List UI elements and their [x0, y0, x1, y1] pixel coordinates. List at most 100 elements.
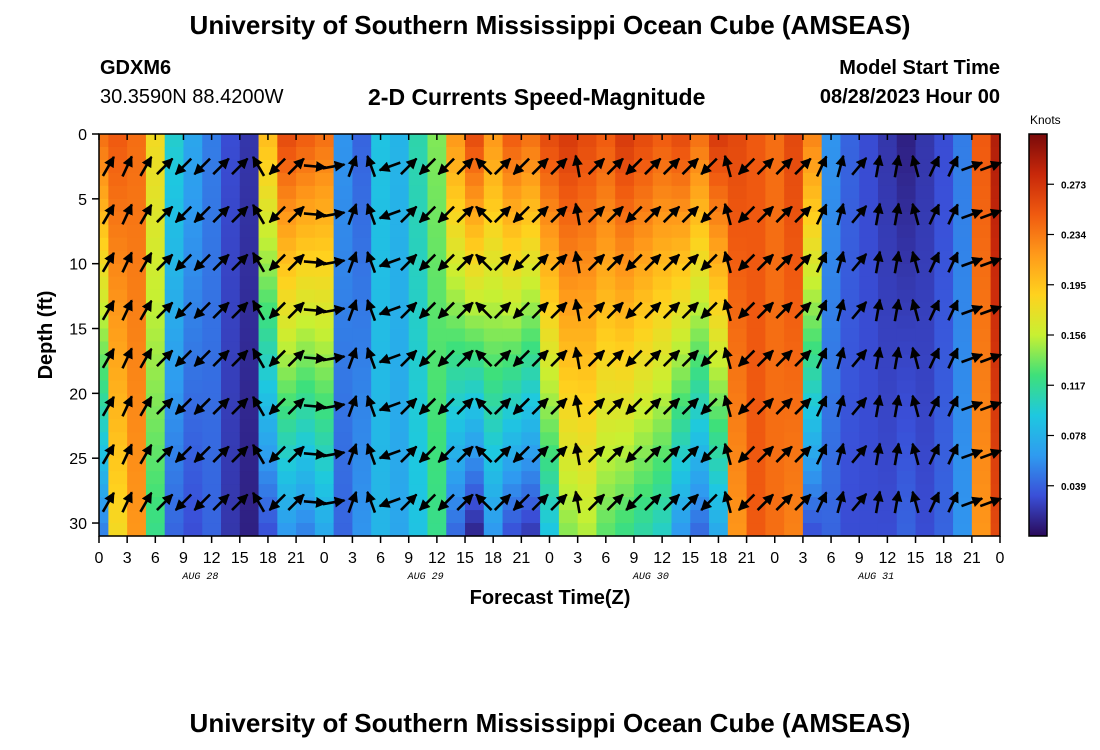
- heatmap-cell: [633, 393, 654, 407]
- heatmap-cell: [239, 510, 260, 524]
- heatmap-cell: [389, 185, 410, 200]
- heatmap-cell: [108, 510, 128, 524]
- heatmap-cell: [99, 445, 109, 459]
- heatmap-cell: [389, 510, 410, 524]
- current-arrow: [174, 493, 193, 511]
- current-arrow: [193, 349, 211, 368]
- heatmap-cell: [183, 211, 203, 226]
- current-arrow: [322, 448, 346, 460]
- heatmap-cell: [821, 471, 842, 485]
- heatmap-cell: [258, 198, 278, 213]
- current-arrow: [587, 157, 606, 176]
- heatmap-cell: [896, 185, 917, 200]
- heatmap-cell: [521, 289, 541, 304]
- current-arrow: [947, 491, 959, 513]
- heatmap-cell: [727, 380, 748, 394]
- current-arrow: [347, 155, 358, 178]
- heatmap-cell: [727, 432, 748, 446]
- heatmap-cell: [953, 510, 973, 524]
- heatmap-cell: [971, 367, 992, 381]
- heatmap-cell: [784, 276, 804, 291]
- heatmap-cell: [615, 380, 635, 394]
- heatmap-cell: [183, 134, 203, 148]
- heatmap-cell: [314, 432, 335, 446]
- x-tick-label: 21: [512, 550, 530, 567]
- current-arrow: [835, 394, 847, 418]
- current-arrow: [365, 251, 377, 274]
- current-arrow: [287, 445, 305, 464]
- current-arrow: [775, 253, 793, 272]
- heatmap-cell: [164, 341, 185, 356]
- current-arrow: [139, 395, 153, 417]
- heatmap-cell: [727, 393, 748, 407]
- heatmap-cell: [389, 198, 410, 213]
- heatmap-cell: [427, 146, 447, 161]
- current-arrow: [365, 155, 377, 178]
- heatmap-cell: [596, 172, 616, 187]
- heatmap-cell: [446, 250, 466, 265]
- heatmap-cell: [277, 315, 297, 330]
- heatmap-cell: [202, 484, 222, 498]
- heatmap-cell: [840, 419, 860, 433]
- heatmap-cell: [802, 224, 823, 239]
- heatmap-cell: [765, 458, 785, 472]
- current-arrow: [644, 253, 662, 272]
- heatmap-cell: [633, 471, 654, 485]
- heatmap-cell: [765, 471, 785, 485]
- current-arrow: [794, 301, 812, 320]
- axes: 0 3 6 9 12 15 18 21 0 3 6 9 12 15 18 21 0 3 6 9 12 15 18 21 0 3 6 9…: [69, 127, 1004, 583]
- current-arrow: [625, 157, 643, 176]
- heatmap-cell: [877, 458, 898, 472]
- heatmap-cell: [221, 185, 241, 200]
- current-arrow: [251, 395, 266, 417]
- current-arrow: [961, 352, 984, 364]
- heatmap-cell: [352, 510, 372, 524]
- heatmap-cell: [840, 276, 860, 291]
- current-arrow: [928, 203, 941, 225]
- current-arrow: [662, 349, 681, 368]
- heatmap-cell: [408, 367, 429, 381]
- heatmap-cell: [709, 134, 729, 148]
- heatmap-cell: [915, 471, 935, 485]
- current-arrow: [947, 251, 959, 273]
- heatmap-cell: [333, 367, 354, 381]
- heatmap-cell: [427, 276, 447, 291]
- current-arrow: [101, 251, 116, 273]
- heatmap-cell: [389, 367, 410, 381]
- heatmap-cell: [352, 315, 372, 330]
- current-arrow: [378, 305, 401, 316]
- heatmap-cell: [859, 484, 879, 498]
- heatmap-cell: [633, 237, 654, 252]
- current-arrow: [606, 205, 624, 224]
- heatmap-cell: [934, 224, 954, 239]
- x-tick-label: 18: [710, 550, 728, 567]
- heatmap-cell: [164, 250, 185, 265]
- heatmap-cell: [371, 289, 391, 304]
- heatmap-cell: [746, 523, 766, 537]
- x-tick-label: 6: [151, 550, 160, 567]
- heatmap-cell: [239, 224, 260, 239]
- current-arrow: [662, 397, 681, 416]
- current-arrow: [947, 443, 959, 465]
- heatmap-cell: [577, 198, 598, 213]
- heatmap-cell: [465, 185, 485, 200]
- heatmap-cell: [690, 510, 710, 524]
- heatmap-cell: [558, 380, 579, 394]
- current-arrow: [928, 491, 941, 513]
- heatmap-cell: [540, 419, 560, 433]
- heatmap-cell: [296, 263, 316, 278]
- heatmap-cell: [596, 250, 616, 265]
- heatmap-cell: [877, 380, 898, 394]
- heatmap-cell: [389, 471, 410, 485]
- current-arrow: [139, 443, 153, 465]
- x-tick-label: 18: [484, 550, 502, 567]
- heatmap-cell: [596, 237, 616, 252]
- heatmap-cell: [465, 289, 485, 304]
- heatmap-cell: [99, 510, 109, 524]
- heatmap-cell: [558, 458, 579, 472]
- current-arrow: [572, 154, 583, 178]
- heatmap-cell: [840, 510, 860, 524]
- heatmap-cell: [953, 237, 973, 252]
- heatmap-cell: [127, 367, 147, 381]
- heatmap-cell: [221, 237, 241, 252]
